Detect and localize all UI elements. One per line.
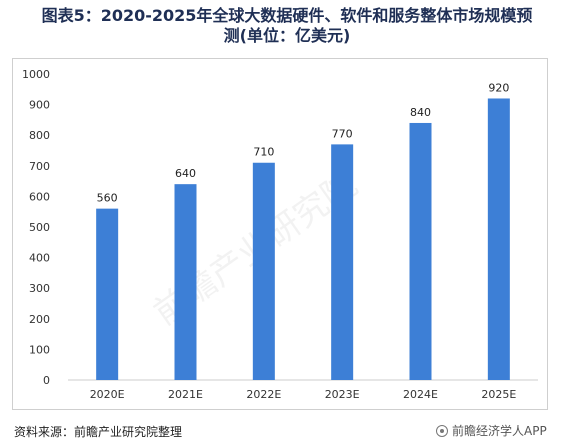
chart-title: 图表5：2020-2025年全球大数据硬件、软件和服务整体市场规模预 测(单位：…	[0, 6, 574, 46]
y-tick-label: 400	[29, 252, 50, 265]
data-label: 920	[488, 81, 509, 94]
y-tick-label: 900	[29, 99, 50, 112]
y-tick-label: 700	[29, 160, 50, 173]
source-note: 资料来源：前瞻产业研究院整理	[14, 425, 183, 439]
x-tick-label: 2024E	[403, 388, 438, 401]
bar	[96, 208, 119, 380]
y-tick-label: 600	[29, 190, 50, 203]
bar	[174, 184, 197, 380]
data-label: 560	[97, 192, 118, 205]
y-tick-label: 0	[43, 374, 50, 387]
y-tick-label: 100	[29, 343, 50, 356]
data-label: 840	[410, 106, 431, 119]
chart-title-line2: 测(单位：亿美元)	[223, 26, 351, 45]
data-label: 640	[175, 167, 196, 180]
bar	[252, 162, 275, 380]
x-tick-label: 2025E	[481, 388, 516, 401]
watermark-logo-icon	[436, 424, 448, 437]
x-tick-label: 2021E	[168, 388, 203, 401]
data-label: 710	[253, 146, 274, 159]
bar	[331, 144, 354, 380]
chart-frame	[12, 58, 548, 410]
y-tick-label: 500	[29, 221, 50, 234]
y-tick-label: 1000	[22, 68, 50, 81]
footer-watermark-text: 前瞻经济学人APP	[452, 424, 547, 438]
chart-title-line1: 图表5：2020-2025年全球大数据硬件、软件和服务整体市场规模预	[41, 6, 533, 25]
x-tick-label: 2022E	[246, 388, 281, 401]
x-tick-label: 2020E	[90, 388, 125, 401]
x-tick-label: 2023E	[325, 388, 360, 401]
data-label: 770	[332, 127, 353, 140]
bar	[487, 98, 510, 381]
footer-watermark: 前瞻经济学人APP	[436, 422, 547, 439]
y-tick-label: 300	[29, 282, 50, 295]
y-tick-label: 200	[29, 313, 50, 326]
bar	[409, 122, 432, 381]
y-tick-label: 800	[29, 129, 50, 142]
bar-chart: 前瞻产业研究院010020030040050060070080090010005…	[22, 68, 538, 401]
